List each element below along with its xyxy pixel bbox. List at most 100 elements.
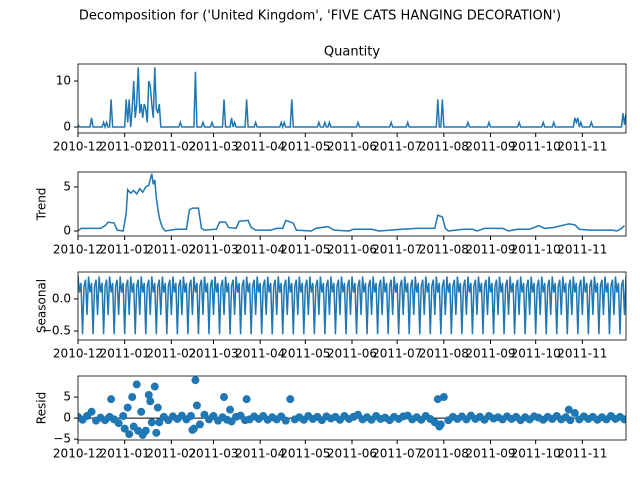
x-tick-label: 2011-03 — [188, 447, 238, 461]
resid-point — [123, 403, 132, 412]
y-tick-label: 5 — [63, 390, 71, 404]
y-tick-label: 0 — [63, 411, 71, 425]
x-tick-label: 2011-02 — [146, 140, 196, 154]
x-tick-label: 2011-03 — [188, 243, 238, 257]
x-tick-label: 2011-11 — [557, 243, 607, 257]
x-tick-label: 2011-06 — [327, 447, 377, 461]
resid-point — [87, 407, 96, 416]
axes-frame — [77, 171, 627, 237]
x-tick-label: 2011-02 — [146, 243, 196, 257]
axes-frame — [77, 63, 627, 134]
x-tick-label: 2011-02 — [146, 447, 196, 461]
y-axis-label: Seasonal — [35, 279, 49, 333]
x-tick-label: 2011-05 — [280, 347, 330, 361]
panel-title: Quantity — [324, 45, 380, 60]
axes-frame — [77, 271, 627, 341]
x-tick-label: 2011-05 — [280, 140, 330, 154]
resid-point — [120, 424, 129, 433]
resid-point — [141, 426, 150, 435]
resid-point — [137, 407, 146, 416]
resid-point — [226, 405, 235, 414]
x-tick-label: 2011-10 — [511, 243, 561, 257]
resid-point — [439, 393, 448, 402]
x-tick-label: 2011-05 — [280, 243, 330, 257]
resid-point — [125, 430, 134, 439]
resid-point — [191, 376, 200, 385]
resid-point — [147, 418, 156, 427]
resid-point — [114, 419, 123, 428]
x-tick-label: 2011-01 — [100, 347, 150, 361]
resid-point — [281, 416, 290, 425]
chart-title: Decomposition for ('United Kingdom', 'FI… — [79, 9, 561, 24]
series-line — [78, 276, 626, 335]
resid-point — [128, 393, 137, 402]
x-tick-label: 2011-09 — [465, 243, 515, 257]
x-tick-label: 2011-09 — [465, 347, 515, 361]
resid-point — [153, 403, 162, 412]
x-tick-label: 2011-11 — [557, 447, 607, 461]
resid-point — [119, 412, 128, 420]
x-tick-label: 2011-04 — [235, 447, 285, 461]
resid-point — [189, 424, 198, 433]
x-tick-label: 2011-09 — [465, 140, 515, 154]
resid-point — [566, 416, 575, 425]
series-line — [78, 67, 626, 130]
y-tick-label: 5 — [63, 179, 71, 193]
x-tick-label: 2011-11 — [557, 347, 607, 361]
x-tick-label: 2011-11 — [557, 140, 607, 154]
resid-point — [220, 393, 229, 402]
x-tick-label: 2011-05 — [280, 447, 330, 461]
y-tick-label: −0.5 — [42, 324, 71, 338]
x-tick-label: 2011-06 — [327, 347, 377, 361]
x-tick-label: 2010-12 — [53, 243, 103, 257]
x-tick-label: 2010-12 — [53, 347, 103, 361]
x-tick-label: 2010-12 — [53, 447, 103, 461]
x-tick-label: 2011-01 — [100, 140, 150, 154]
resid-point — [195, 420, 204, 429]
resid-point — [107, 395, 116, 404]
x-tick-label: 2011-07 — [372, 243, 422, 257]
x-tick-label: 2011-01 — [100, 447, 150, 461]
x-tick-label: 2011-09 — [465, 447, 515, 461]
x-tick-label: 2011-01 — [100, 243, 150, 257]
axes-frame — [77, 375, 627, 441]
x-tick-label: 2011-07 — [372, 140, 422, 154]
x-tick-label: 2011-08 — [419, 140, 469, 154]
x-tick-label: 2011-04 — [235, 243, 285, 257]
resid-point — [150, 382, 159, 391]
y-axis-label: Resid — [35, 392, 49, 424]
x-tick-label: 2011-06 — [327, 140, 377, 154]
resid-point — [144, 390, 153, 399]
resid-point — [570, 409, 579, 418]
resid-point — [192, 401, 201, 410]
resid-point — [620, 415, 626, 424]
y-tick-label: 0 — [63, 223, 71, 237]
resid-point — [436, 420, 445, 429]
x-tick-label: 2011-10 — [511, 140, 561, 154]
resid-point — [146, 397, 155, 406]
x-tick-label: 2011-07 — [372, 447, 422, 461]
x-tick-label: 2011-08 — [419, 347, 469, 361]
x-tick-label: 2011-04 — [235, 347, 285, 361]
y-tick-label: −5 — [53, 432, 71, 446]
resid-point — [564, 405, 573, 414]
resid-point — [132, 380, 141, 389]
series-line — [78, 173, 625, 232]
x-tick-label: 2011-03 — [188, 140, 238, 154]
y-axis-label: Trend — [35, 188, 49, 222]
x-tick-label: 2011-08 — [419, 243, 469, 257]
resid-point — [152, 428, 161, 437]
x-tick-label: 2011-03 — [188, 347, 238, 361]
x-tick-label: 2011-02 — [146, 347, 196, 361]
x-tick-label: 2011-07 — [372, 347, 422, 361]
y-tick-label: 10 — [56, 74, 71, 88]
x-tick-label: 2011-10 — [511, 447, 561, 461]
resid-point — [155, 418, 164, 427]
y-tick-label: 0 — [63, 120, 71, 134]
x-tick-label: 2010-12 — [53, 140, 103, 154]
x-tick-label: 2011-06 — [327, 243, 377, 257]
resid-point — [186, 412, 195, 420]
resid-point — [242, 395, 251, 404]
x-tick-label: 2011-04 — [235, 140, 285, 154]
